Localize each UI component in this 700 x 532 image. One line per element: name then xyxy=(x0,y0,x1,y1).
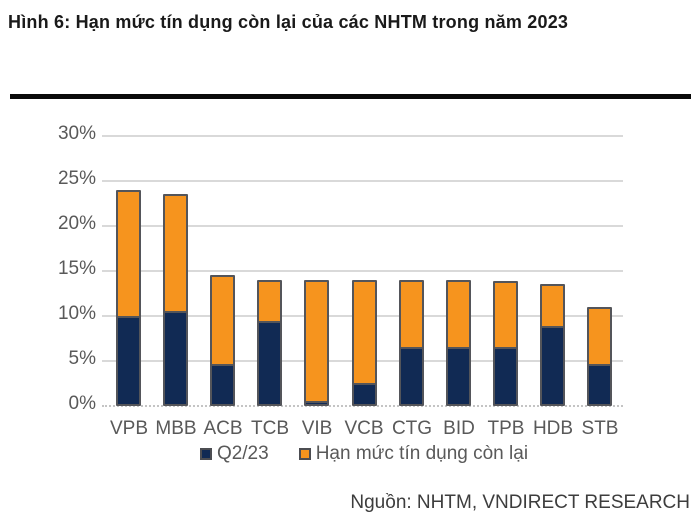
x-tick-label-vib: VIB xyxy=(301,418,333,439)
segment-q2-23 xyxy=(448,347,469,404)
x-tick-label-ctg: CTG xyxy=(391,418,433,439)
legend-item: Hạn mức tín dụng còn lại xyxy=(298,443,529,465)
segment-remaining-limit xyxy=(401,282,422,347)
gridline xyxy=(102,135,623,137)
y-tick-label: 25% xyxy=(57,168,96,189)
segment-q2-23 xyxy=(495,347,516,404)
segment-remaining-limit xyxy=(306,282,327,401)
y-tick-label: 30% xyxy=(57,123,96,144)
segment-q2-23 xyxy=(259,321,280,404)
bar-vcb xyxy=(352,280,377,406)
bar-bid xyxy=(446,280,471,406)
x-tick-label-mbb: MBB xyxy=(155,418,197,439)
source-text: Nguồn: NHTM, VNDIRECT RESEARCH xyxy=(350,492,690,513)
x-tick-label-tpb: TPB xyxy=(487,418,525,439)
segment-remaining-limit xyxy=(495,283,516,347)
y-tick-label: 5% xyxy=(68,348,96,369)
gridline xyxy=(102,180,623,182)
legend-item: Q2/23 xyxy=(199,443,269,465)
x-tick-label-stb: STB xyxy=(581,418,619,439)
segment-q2-23 xyxy=(118,316,139,404)
x-tick-label-hdb: HDB xyxy=(532,418,574,439)
segment-q2-23 xyxy=(212,364,233,404)
bar-stb xyxy=(587,307,612,406)
figure-title: Hình 6: Hạn mức tín dụng còn lại của các… xyxy=(8,12,569,32)
chart-legend: Q2/23 Hạn mức tín dụng còn lại xyxy=(105,443,623,465)
segment-remaining-limit xyxy=(542,286,563,326)
legend-swatch-icon xyxy=(199,448,212,460)
x-tick-label-acb: ACB xyxy=(203,418,243,439)
segment-q2-23 xyxy=(589,364,610,404)
y-tick-label: 20% xyxy=(57,213,96,234)
segment-remaining-limit xyxy=(354,282,375,383)
x-tick-label-vcb: VCB xyxy=(344,418,384,439)
y-tick-label: 0% xyxy=(68,393,96,414)
x-tick-label-bid: BID xyxy=(443,418,475,439)
bar-acb xyxy=(210,275,235,406)
bar-hdb xyxy=(540,284,565,406)
bar-vpb xyxy=(116,190,141,406)
y-tick-label: 15% xyxy=(57,258,96,279)
segment-q2-23 xyxy=(542,326,563,404)
segment-q2-23 xyxy=(354,383,375,404)
divider-rule xyxy=(10,94,691,99)
x-tick-label-tcb: TCB xyxy=(251,418,289,439)
bar-vib xyxy=(304,280,329,406)
legend-label: Hạn mức tín dụng còn lại xyxy=(315,443,529,464)
segment-q2-23 xyxy=(165,311,186,404)
x-tick-label-vpb: VPB xyxy=(109,418,149,439)
legend-label: Q2/23 xyxy=(216,443,269,464)
bar-mbb xyxy=(163,194,188,406)
bar-tpb xyxy=(493,281,518,406)
y-tick-label: 10% xyxy=(57,303,96,324)
segment-q2-23 xyxy=(306,401,327,404)
bar-tcb xyxy=(257,280,282,406)
segment-remaining-limit xyxy=(165,196,186,311)
segment-remaining-limit xyxy=(259,282,280,321)
x-axis-baseline xyxy=(102,405,623,407)
segment-remaining-limit xyxy=(589,309,610,364)
segment-q2-23 xyxy=(401,347,422,404)
segment-remaining-limit xyxy=(448,282,469,347)
segment-remaining-limit xyxy=(118,192,139,316)
legend-swatch-icon xyxy=(298,448,311,460)
segment-remaining-limit xyxy=(212,277,233,364)
bar-ctg xyxy=(399,280,424,406)
gridline xyxy=(102,225,623,227)
gridline xyxy=(102,270,623,272)
